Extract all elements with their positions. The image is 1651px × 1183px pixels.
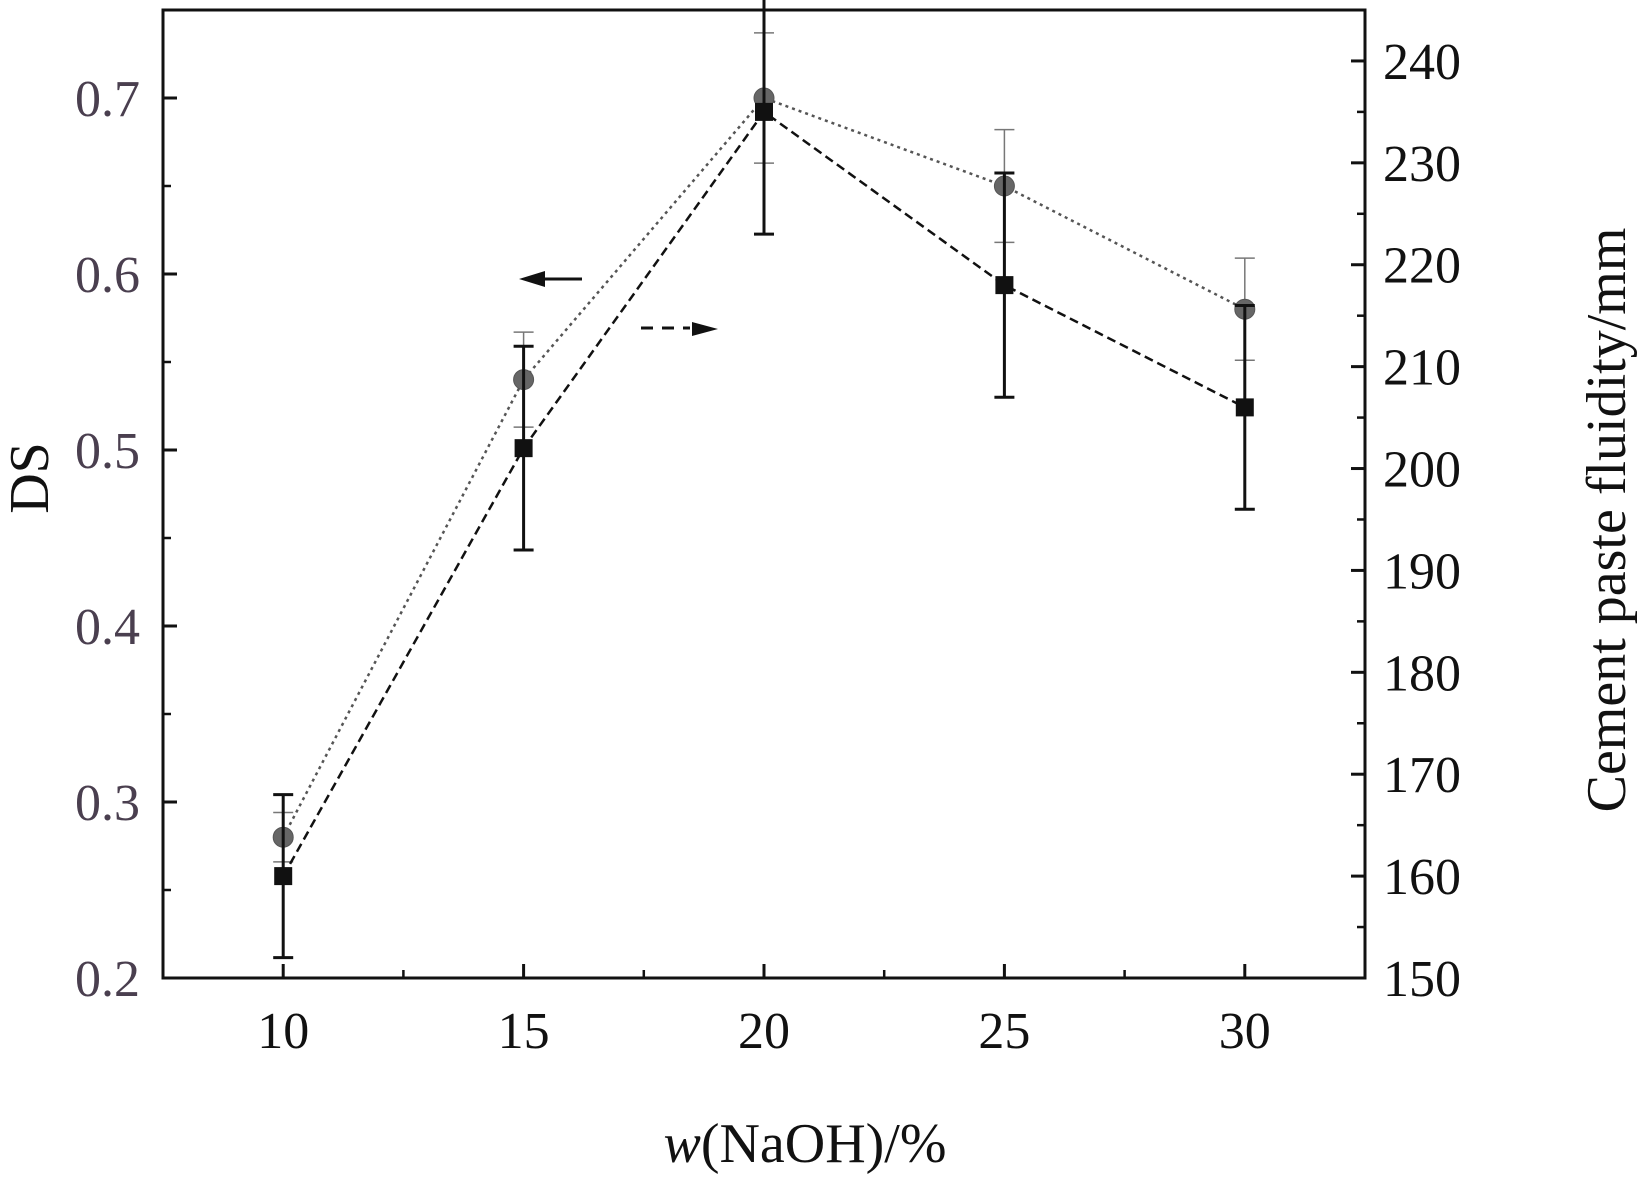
x-axis-title-rest: (NaOH)/% [701, 1113, 947, 1175]
y-left-tick-label: 0.5 [75, 423, 140, 480]
y-right-tick-label: 170 [1383, 747, 1461, 804]
y-right-tick-label: 210 [1383, 340, 1461, 397]
series-1-point [274, 867, 293, 886]
x-tick-label: 20 [738, 1003, 790, 1060]
series-1-point [755, 102, 773, 121]
x-axis-title-italic: w [663, 1113, 700, 1175]
y-right-tick-label: 230 [1383, 136, 1461, 193]
y-right-tick-label: 240 [1383, 34, 1461, 91]
annotations [519, 271, 718, 336]
y-left-tick-label: 0.2 [75, 951, 140, 1008]
series-1-point [514, 439, 533, 458]
series-1-point [995, 276, 1014, 295]
y-right-tick-label: 220 [1383, 238, 1461, 295]
x-tick-label: 30 [1219, 1003, 1271, 1060]
y-axis-left-title: DS [0, 442, 61, 514]
y-right-tick-label: 190 [1383, 543, 1461, 600]
series-0-line [282, 96, 1246, 838]
y-right-tick-label: 160 [1383, 849, 1461, 906]
x-tick-label: 25 [978, 1003, 1030, 1060]
axes: 10 15 20 25 30 0.2 0.3 0.4 0.5 0.6 0.7 150 160 170 180… [75, 8, 1461, 1060]
y-left-tick-label: 0.6 [75, 247, 140, 304]
y-axis-right-title: Cement paste fluidity/mm [1576, 228, 1638, 813]
y-right-tick-label: 200 [1383, 442, 1461, 499]
y-right-tick-label: 180 [1383, 645, 1461, 702]
series-1-point [1235, 398, 1254, 417]
x-axis-title: w(NaOH)/% [663, 1113, 946, 1175]
arrow-left-head [519, 271, 545, 287]
y-right-tick-label: 150 [1383, 951, 1461, 1008]
y-left-tick-label: 0.4 [75, 599, 140, 656]
x-tick-label: 10 [257, 1003, 309, 1060]
x-tick-label: 15 [498, 1003, 550, 1060]
y-left-tick-label: 0.7 [75, 71, 140, 128]
series [272, 0, 1256, 960]
arrow-right-head [692, 322, 718, 336]
y-left-tick-label: 0.3 [75, 775, 140, 832]
